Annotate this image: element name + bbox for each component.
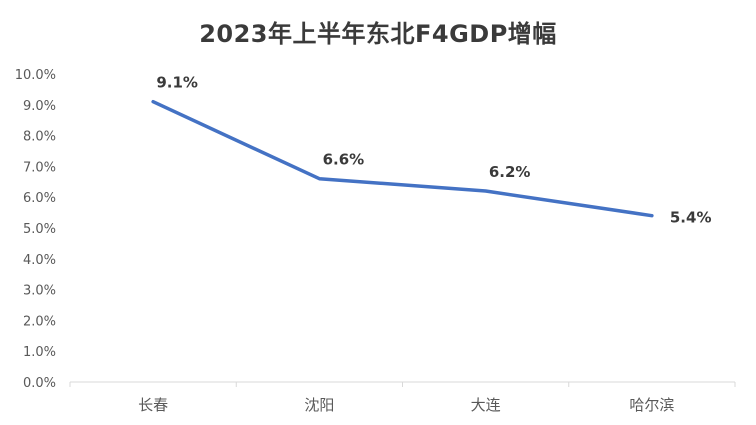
- y-axis-labels: 0.0% 1.0% 2.0% 3.0% 4.0% 5.0% 6.0% 7.0% 8.0% 9.0%…: [15, 68, 56, 391]
- series-line: [151, 99, 654, 218]
- y-tick-label: 6.0%: [23, 191, 56, 206]
- y-tick-label: 1.0%: [23, 345, 56, 360]
- chart-title: 2023年上半年东北F4GDP增幅: [199, 20, 557, 48]
- y-tick-label: 0.0%: [23, 376, 56, 391]
- data-label: 5.4%: [670, 209, 712, 227]
- y-tick-label: 10.0%: [15, 68, 56, 83]
- y-tick-label: 9.0%: [23, 99, 56, 114]
- x-category-label: 哈尔滨: [629, 396, 674, 414]
- x-category-label: 大连: [471, 396, 501, 414]
- data-labels: 9.1% 6.6% 6.2% 5.4%: [156, 74, 711, 227]
- y-tick-label: 7.0%: [23, 160, 56, 175]
- y-tick-label: 4.0%: [23, 253, 56, 268]
- data-label: 6.6%: [323, 151, 365, 169]
- y-tick-label: 3.0%: [23, 284, 56, 299]
- data-label: 9.1%: [156, 74, 198, 92]
- x-category-label: 沈阳: [304, 396, 334, 414]
- data-label: 6.2%: [489, 163, 531, 181]
- series-lines: [151, 99, 654, 218]
- y-tick-label: 8.0%: [23, 130, 56, 145]
- y-tick-label: 5.0%: [23, 222, 56, 237]
- x-axis: [69, 381, 736, 387]
- x-axis-labels: 长春 沈阳 大连 哈尔滨: [138, 396, 674, 414]
- x-category-label: 长春: [138, 396, 168, 414]
- y-tick-label: 2.0%: [23, 314, 56, 329]
